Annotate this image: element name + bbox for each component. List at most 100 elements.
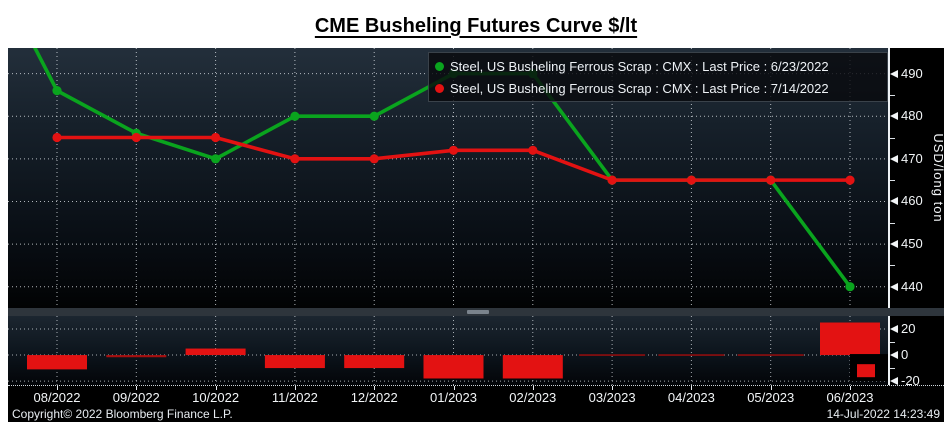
difference-bar-plot[interactable] [8,316,888,385]
legend-label-old-curve: Steel, US Busheling Ferrous Scrap : CMX … [450,58,829,74]
y-tick-arrow-icon [890,282,898,291]
x-tick-label: 06/2023 [826,390,874,405]
diff-bar [820,322,880,356]
data-point [607,175,617,185]
diff-bar [106,355,167,358]
x-tick [136,386,138,390]
y-minor-tick [890,368,895,370]
data-point [52,86,62,96]
page-title-wrap: CME Busheling Futures Curve $/lt [0,6,952,46]
data-point [52,132,62,143]
x-axis: 08/2022 09/2022 10/2022 11/2022 12/2022 01/20… [8,385,944,406]
x-tick-label: 02/2023 [509,390,557,405]
main-price-plot[interactable]: Steel, US Busheling Ferrous Scrap : CMX … [8,48,888,308]
y-tick-arrow-icon [890,69,898,78]
main-y-axis: USD/long ton 490 480 470 460 450 440 [888,48,946,308]
data-point [211,132,221,143]
y-minor-tick [890,342,895,344]
y-tick-label: 0 [901,347,909,363]
legend-item-old-curve[interactable]: Steel, US Busheling Ferrous Scrap : CMX … [435,55,887,77]
y-axis-unit-label: USD/long ton [931,133,946,223]
y-tick-arrow-icon [890,377,898,386]
data-point [766,175,776,185]
x-tick-label: 05/2023 [747,390,795,405]
diff-bar [344,355,405,369]
data-point [845,175,855,185]
x-tick-label: 11/2022 [271,390,318,405]
chart-container: Steel, US Busheling Ferrous Scrap : CMX … [8,48,946,422]
legend-dot-green-icon [435,61,444,71]
diff-bar [423,355,484,379]
y-tick-label: 470 [901,150,923,166]
x-tick [57,386,58,390]
copyright-text: Copyright© 2022 Bloomberg Finance L.P. [12,406,233,421]
y-minor-tick [890,94,895,96]
x-tick-label: 08/2022 [33,390,81,405]
y-tick-arrow-icon [890,197,898,206]
legend-dot-red-icon [435,83,444,93]
legend-label-new-curve: Steel, US Busheling Ferrous Scrap : CMX … [450,80,829,96]
legend-item-new-curve[interactable]: Steel, US Busheling Ferrous Scrap : CMX … [435,77,887,99]
y-tick-label: 450 [901,236,923,252]
x-tick [532,386,534,390]
diff-bar [185,348,246,356]
x-tick [850,386,851,390]
main-plot-canvas [8,48,888,308]
x-tick [691,386,693,390]
data-point [131,132,141,143]
y-minor-tick [890,180,895,182]
footer-bar: Copyright© 2022 Bloomberg Finance L.P. 1… [8,405,944,422]
diff-bar [264,355,325,369]
y-tick-arrow-icon [890,325,898,334]
x-tick-label: 04/2023 [667,390,715,405]
x-tick-label: 09/2022 [112,390,160,405]
data-point [211,154,221,164]
diff-bar-zero [579,354,646,356]
x-tick [294,386,296,390]
x-tick [374,386,376,390]
x-tick [215,386,217,390]
y-tick-arrow-icon [890,154,898,163]
data-point [369,154,379,164]
y-tick-label: 480 [901,108,923,124]
y-tick-label: 490 [901,65,923,81]
data-point [686,175,697,185]
chart-title: CME Busheling Futures Curve $/lt [314,14,638,37]
data-point [448,145,459,155]
data-point [528,145,538,155]
diff-bar [502,355,563,379]
series-line-1 [57,135,850,182]
data-point [369,111,379,121]
panel-divider [8,308,944,316]
panel-resize-handle[interactable] [467,310,489,314]
diff-bar-partial [857,364,875,378]
x-tick-label: 10/2022 [192,390,240,405]
data-point [290,154,300,164]
y-tick-arrow-icon [890,240,898,249]
y-minor-tick [890,265,895,267]
x-tick [770,386,772,390]
y-tick-label: 460 [901,193,923,209]
timestamp-text: 14-Jul-2022 14:23:49 [826,406,940,421]
y-minor-tick [890,222,895,224]
y-tick-arrow-icon [890,112,898,121]
x-tick [453,386,455,390]
y-minor-tick [890,137,895,139]
diff-bar-zero [658,354,725,356]
chart-legend: Steel, US Busheling Ferrous Scrap : CMX … [428,52,888,102]
x-tick-label: 01/2023 [430,390,477,405]
x-tick-label: 03/2023 [588,390,636,405]
diff-bar-zero [737,354,804,356]
y-tick-label: 440 [901,278,923,294]
y-tick-label: -20 [901,373,920,389]
y-tick-label: 20 [901,321,916,337]
diff-bar [27,355,87,370]
x-tick-label: 12/2022 [350,390,398,405]
diff-plot-canvas [8,316,888,385]
data-point [290,111,300,121]
x-tick [612,386,614,390]
y-tick-arrow-icon [890,351,898,360]
data-point [845,282,855,292]
diff-y-axis: 20 0 -20 [888,316,946,388]
